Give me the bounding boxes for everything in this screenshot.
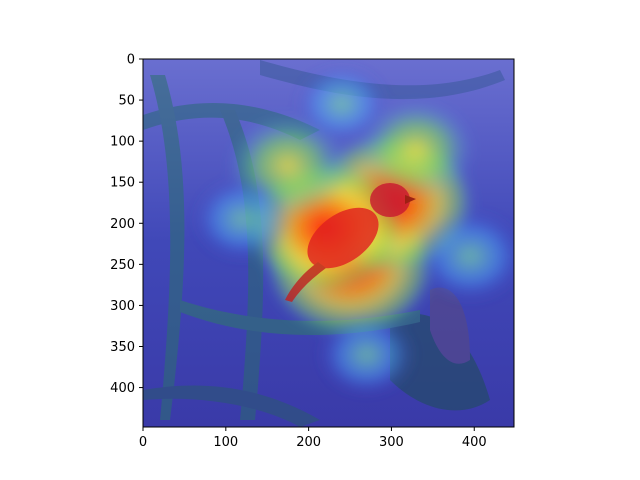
heat-hotspot: [193, 177, 292, 262]
heat-hotspot: [415, 209, 514, 303]
y-tick-label: 50: [118, 94, 135, 109]
y-tick-label: 350: [110, 340, 135, 355]
x-tick-label: 400: [462, 435, 487, 450]
y-tick-label: 150: [110, 176, 135, 191]
y-tick-label: 100: [110, 135, 135, 150]
y-tick-label: 300: [110, 299, 135, 314]
heat-hotspot: [317, 312, 416, 397]
heatmap-image: [143, 59, 514, 427]
axes-frame: [142, 58, 515, 428]
x-tick-label: 200: [296, 435, 321, 450]
y-tick-label: 0: [127, 53, 135, 68]
x-tick-label: 0: [139, 435, 147, 450]
heat-hotspot: [358, 100, 474, 199]
y-tick-label: 400: [110, 381, 135, 396]
bird-silhouette: [285, 183, 416, 302]
heat-hotspot: [295, 64, 389, 144]
y-tick-label: 200: [110, 217, 135, 232]
y-tick-label: 250: [110, 258, 135, 273]
y-axis: 0 50 100 150 200 250 300 350 400: [110, 53, 143, 396]
x-tick-label: 100: [213, 435, 238, 450]
x-axis: 0 100 200 300 400: [139, 427, 487, 450]
x-tick-label: 300: [379, 435, 404, 450]
